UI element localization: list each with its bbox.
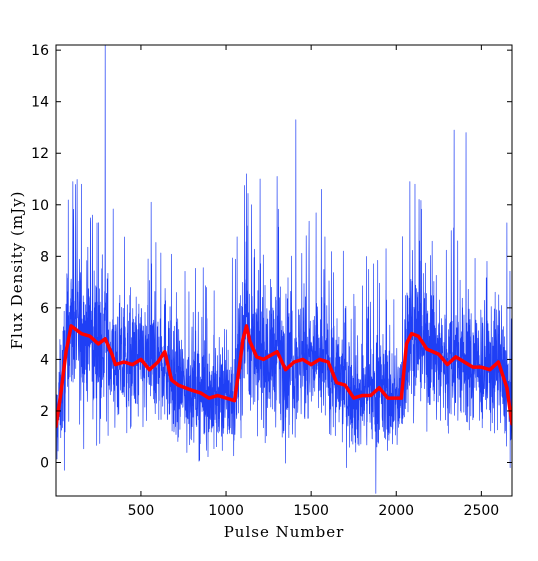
y-tick-label: 16 — [31, 43, 49, 59]
x-tick-label: 500 — [128, 503, 155, 519]
smoothed-flux-series — [56, 324, 512, 429]
x-tick-label: 2500 — [464, 503, 500, 519]
y-tick-label: 14 — [31, 95, 49, 111]
y-tick-label: 6 — [40, 301, 49, 317]
x-tick-label: 1000 — [208, 503, 244, 519]
y-axis-ticks: 0 2 4 6 8 10 12 14 16 — [31, 43, 512, 471]
y-tick-label: 4 — [40, 352, 49, 368]
y-tick-label: 0 — [40, 455, 49, 471]
y-tick-label: 2 — [40, 404, 49, 420]
x-tick-label: 1500 — [293, 503, 329, 519]
x-tick-label: 2000 — [378, 503, 414, 519]
raw-flux-series — [56, 45, 512, 494]
y-tick-label: 8 — [40, 249, 49, 265]
y-tick-label: 10 — [31, 198, 49, 214]
x-axis-label: Pulse Number — [224, 523, 345, 541]
x-axis-ticks: 500 1000 1500 2000 2500 — [128, 45, 500, 519]
y-axis-label: Flux Density (mJy) — [8, 191, 26, 350]
y-tick-label: 12 — [31, 146, 49, 162]
plot-frame — [55, 44, 513, 497]
raw-flux-line — [56, 45, 512, 494]
smoothed-flux-line — [56, 324, 512, 429]
